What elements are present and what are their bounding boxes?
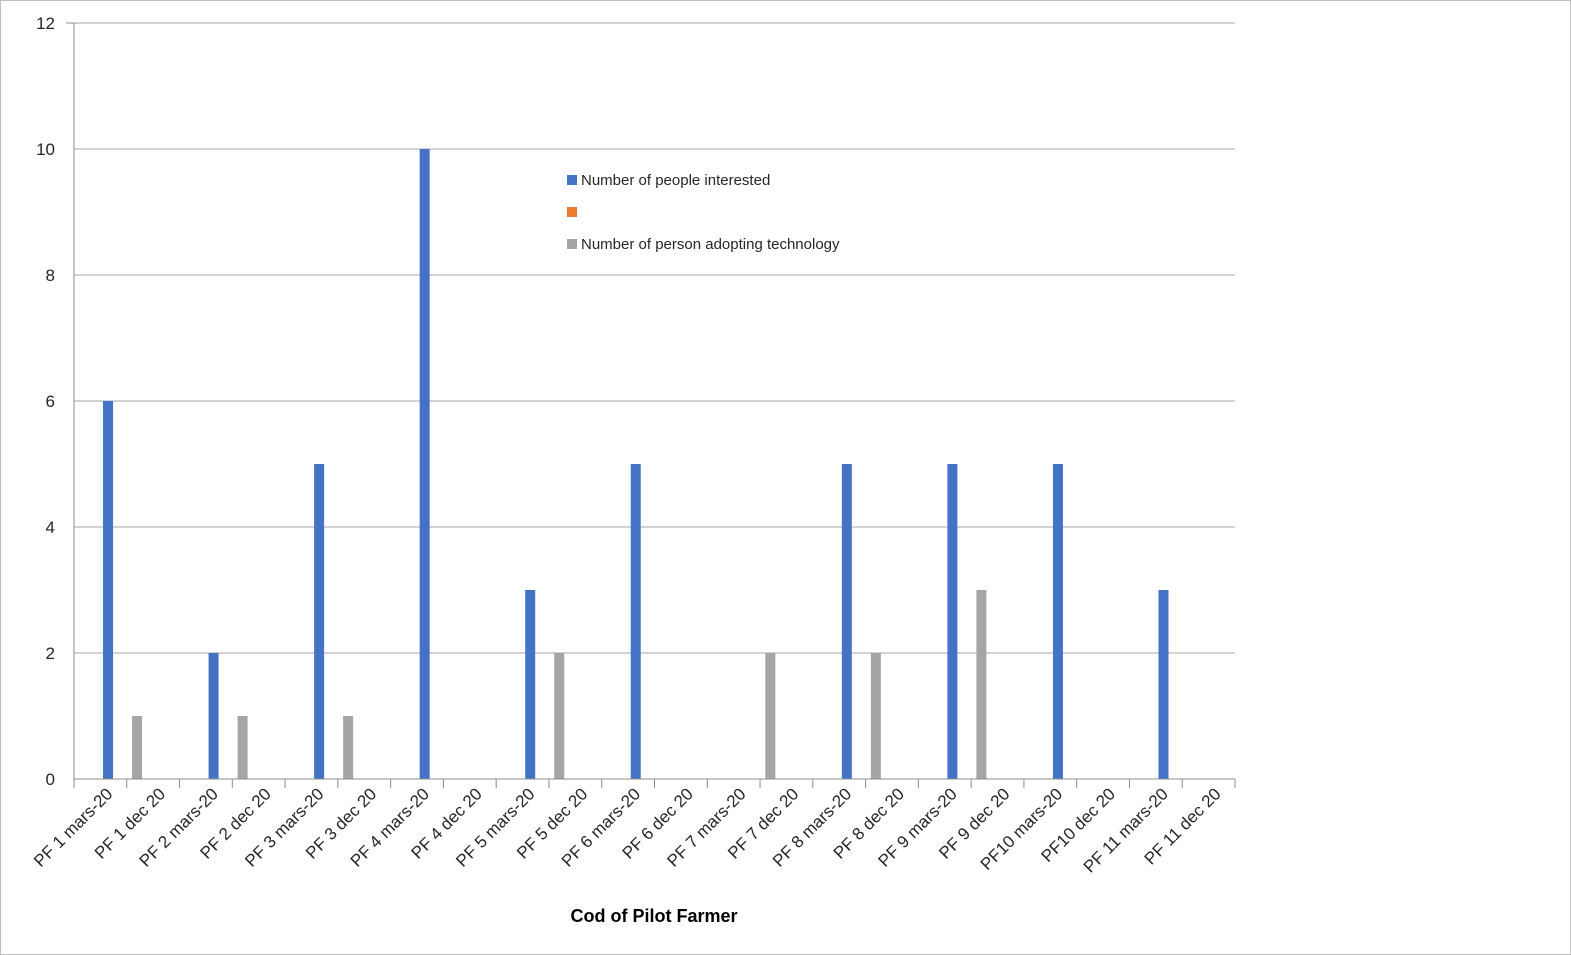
bar-series2-5 [343, 716, 354, 779]
bar-series0-10 [630, 464, 641, 779]
y-tick-labels: 0 2 4 6 8 10 12 [36, 14, 55, 789]
bar-series0-18 [1052, 464, 1063, 779]
gridlines [74, 22, 1235, 654]
y-tick-label-12: 12 [36, 14, 55, 33]
bar-series2-17 [976, 590, 987, 779]
bar-series2-3 [237, 716, 248, 779]
legend-swatch-0 [567, 175, 577, 185]
y-tick-label-8: 8 [46, 266, 55, 285]
y-tick-label-2: 2 [46, 644, 55, 663]
bar-series0-14 [841, 464, 852, 779]
bar-series0-8 [525, 590, 536, 779]
x-axis-title: Cod of Pilot Farmer [570, 906, 737, 926]
bar-series2-13 [765, 653, 776, 779]
bar-series2-15 [870, 653, 881, 779]
bar-series0-6 [419, 149, 430, 779]
bar-series0-16 [947, 464, 958, 779]
legend: Number of people interested Number of per… [567, 172, 840, 253]
legend-label-0: Number of people interested [581, 172, 770, 189]
bar-series0-2 [208, 653, 219, 779]
legend-swatch-2 [567, 239, 577, 249]
bar-series0-0 [103, 401, 114, 779]
bars [103, 149, 1169, 779]
legend-swatch-1 [567, 207, 577, 217]
y-tick-label-10: 10 [36, 140, 55, 159]
bar-series2-1 [132, 716, 143, 779]
y-tick-label-4: 4 [46, 518, 55, 537]
axes [66, 22, 1236, 788]
bar-series0-20 [1158, 590, 1169, 779]
y-tick-label-0: 0 [46, 770, 55, 789]
y-tick-label-6: 6 [46, 392, 55, 411]
bar-series2-9 [554, 653, 565, 779]
bar-series0-4 [314, 464, 325, 779]
legend-label-2: Number of person adopting technology [581, 236, 840, 253]
